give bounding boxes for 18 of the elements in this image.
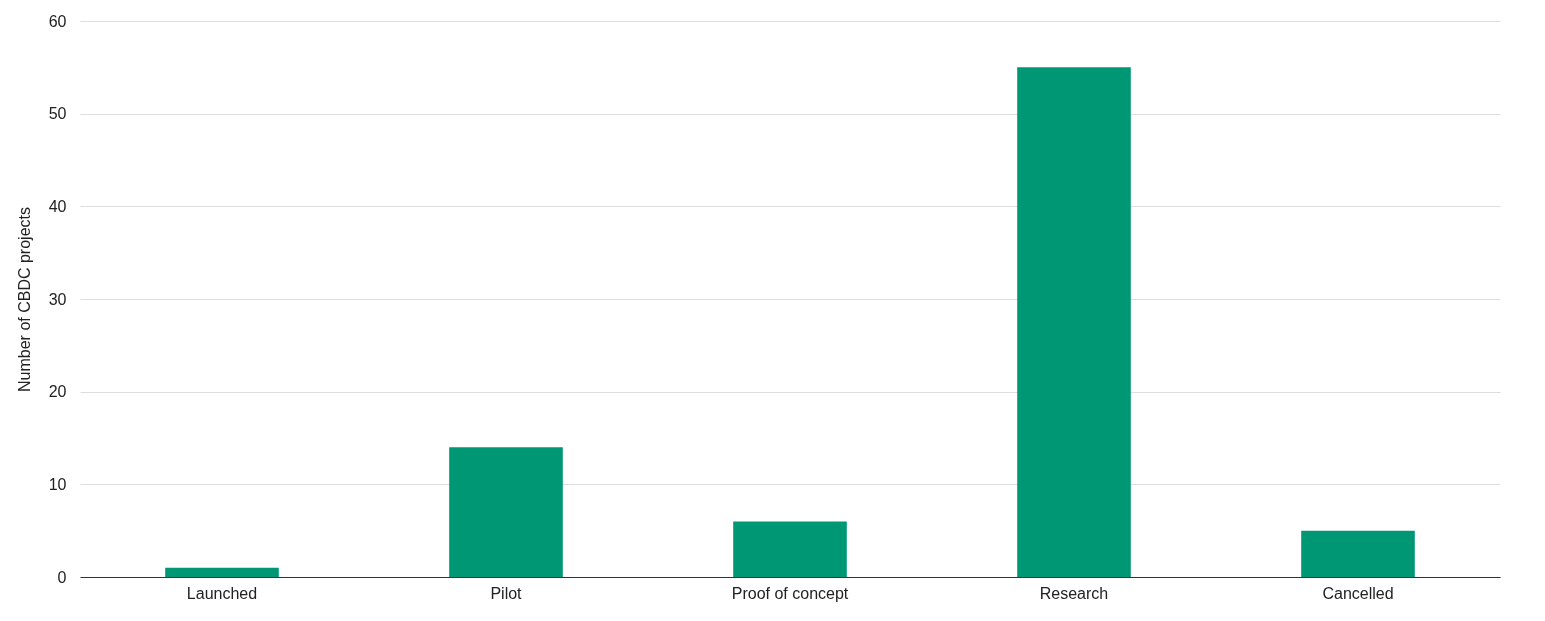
y-axis-title: Number of CBDC projects bbox=[15, 207, 33, 392]
y-tick-label: 30 bbox=[48, 290, 67, 308]
bar bbox=[1301, 530, 1415, 577]
y-tick-label: 50 bbox=[48, 105, 67, 123]
y-tick-label: 20 bbox=[48, 383, 67, 401]
x-tick-label: Proof of concept bbox=[731, 584, 849, 602]
y-tick-label: 60 bbox=[48, 12, 67, 30]
bar bbox=[733, 521, 847, 577]
x-tick-label: Pilot bbox=[490, 584, 523, 602]
bar bbox=[449, 447, 563, 577]
y-tick-label: 10 bbox=[48, 475, 67, 493]
bar bbox=[1017, 67, 1131, 577]
x-tick-label: Research bbox=[1039, 584, 1109, 602]
y-tick-label: 40 bbox=[48, 197, 67, 215]
x-tick-label: Launched bbox=[186, 584, 258, 602]
x-tick-label: Cancelled bbox=[1322, 584, 1394, 602]
bar bbox=[165, 567, 279, 577]
y-tick-label: 0 bbox=[57, 568, 67, 586]
